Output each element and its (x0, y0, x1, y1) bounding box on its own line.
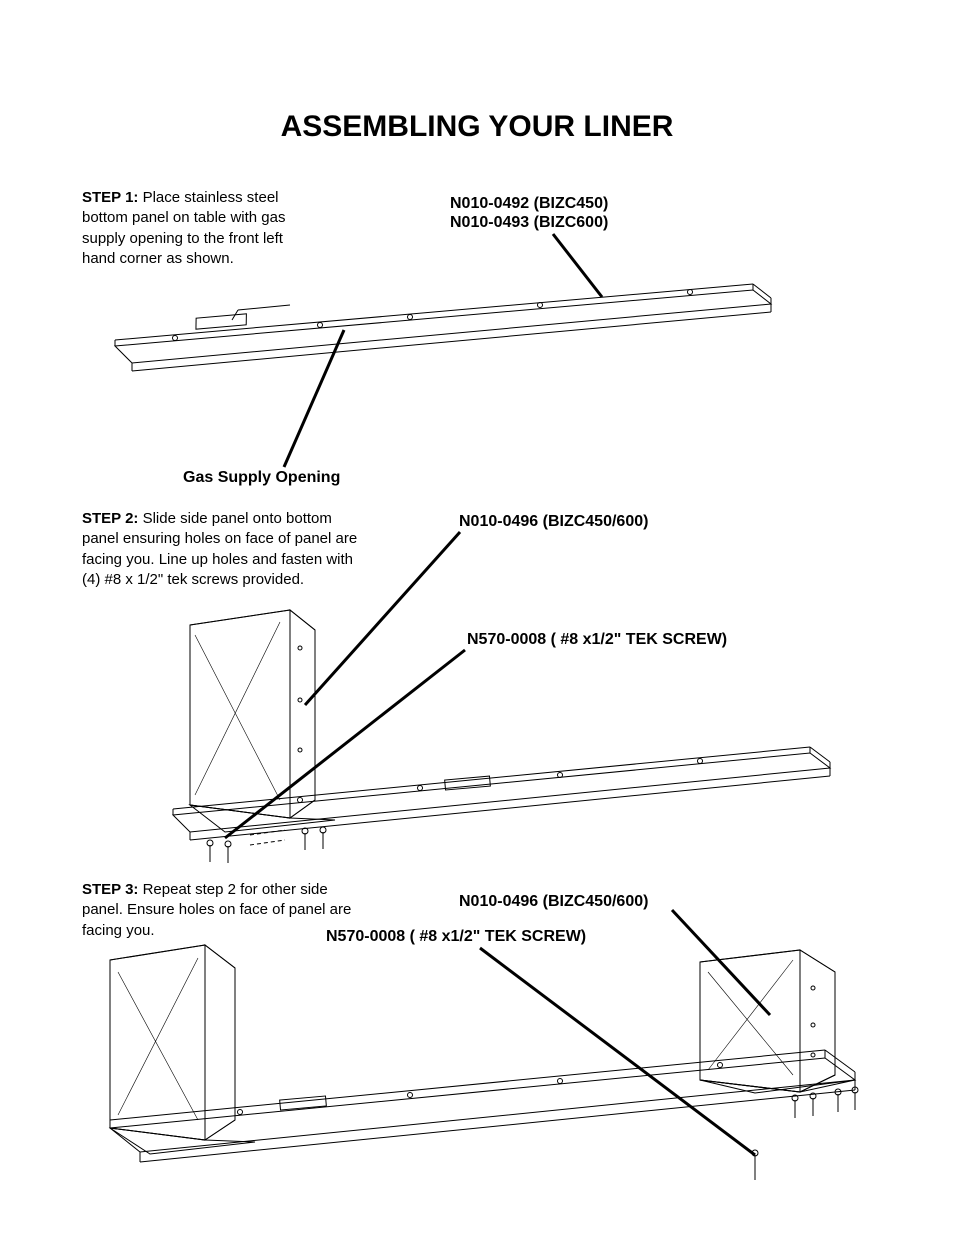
step3-assembly (110, 945, 858, 1180)
step2-assembly (173, 610, 830, 863)
assembly-diagrams (0, 0, 954, 1235)
step1-panel (115, 284, 771, 371)
